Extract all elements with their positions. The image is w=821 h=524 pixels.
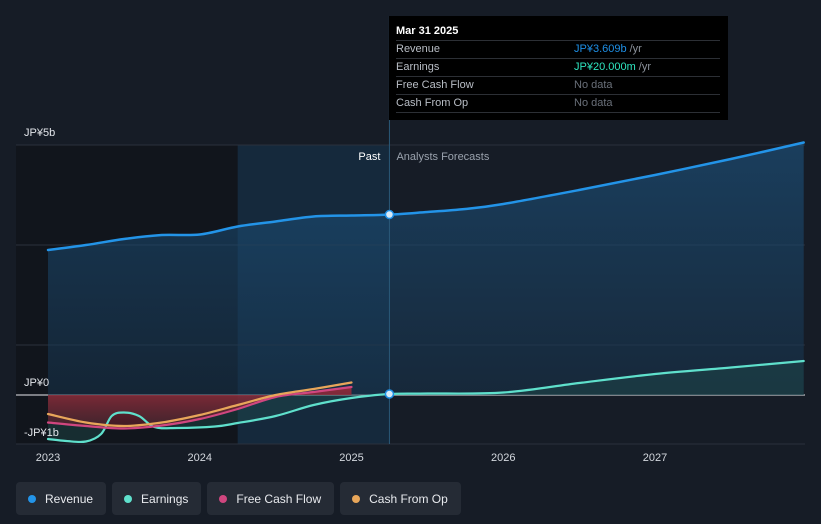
- legend-free-cash-flow[interactable]: Free Cash Flow: [207, 482, 335, 515]
- x-tick-label: 2023: [36, 452, 60, 464]
- tooltip-label: Earnings: [396, 61, 440, 73]
- x-tick-label: 2027: [643, 452, 667, 464]
- tooltip-value: No data: [574, 79, 613, 91]
- tooltip-row-revenue: Revenue JP¥3.609b /yr: [396, 40, 720, 58]
- tooltip-value: JP¥20.000m: [574, 61, 636, 73]
- forecast-label: Analysts Forecasts: [396, 151, 489, 163]
- legend-dot-icon: [352, 494, 361, 503]
- negative-cash-area: [48, 387, 352, 429]
- earnings-area: [48, 361, 804, 442]
- tooltip-row-cash-from-op: Cash From Op No data: [396, 94, 720, 113]
- x-tick-label: 2026: [491, 452, 515, 464]
- legend-label: Earnings: [141, 491, 189, 506]
- tooltip-unit: /yr: [629, 43, 642, 55]
- tooltip: Mar 31 2025 Revenue JP¥3.609b /yr Earnin…: [389, 16, 728, 120]
- revenue-highlight-point: [384, 209, 395, 220]
- legend-earnings[interactable]: Earnings: [112, 482, 202, 515]
- revenue-line: [46, 141, 805, 252]
- revenue-area: [48, 142, 804, 395]
- tooltip-row-free-cash-flow: Free Cash Flow No data: [396, 76, 720, 94]
- legend-label: Revenue: [45, 491, 94, 506]
- tooltip-row-earnings: Earnings JP¥20.000m /yr: [396, 58, 720, 76]
- tooltip-label: Cash From Op: [396, 97, 469, 109]
- tooltip-label: Free Cash Flow: [396, 79, 474, 91]
- tooltip-label: Revenue: [396, 43, 441, 55]
- x-axis-ticks: 2023 2024 2025 2026 2027: [36, 452, 667, 464]
- tooltip-value: No data: [574, 97, 613, 109]
- x-tick-label: 2025: [339, 452, 363, 464]
- area-fills: [48, 142, 804, 442]
- tooltip-value: JP¥3.609b: [574, 43, 627, 55]
- tooltip-date: Mar 31 2025: [396, 25, 459, 37]
- highlight-markers: [384, 209, 395, 399]
- legend-label: Free Cash Flow: [236, 491, 322, 506]
- legend-cash-from-op[interactable]: Cash From Op: [340, 482, 461, 515]
- legend-label: Cash From Op: [369, 491, 448, 506]
- earnings-highlight-point: [384, 389, 395, 399]
- legend-revenue[interactable]: Revenue: [16, 482, 107, 515]
- y-label-top: JP¥5b: [24, 127, 55, 139]
- series-lines: [46, 141, 805, 444]
- x-tick-label: 2024: [188, 452, 212, 464]
- cash-from-op-line: [46, 381, 353, 428]
- y-label-zero: JP¥0: [24, 377, 49, 389]
- y-label-bottom: -JP¥1b: [24, 427, 59, 439]
- tooltip-unit: /yr: [638, 61, 651, 73]
- legend-dot-icon: [219, 494, 228, 503]
- legend-dot-icon: [28, 494, 36, 503]
- legend: Revenue Earnings Free Cash Flow Cash Fro…: [16, 482, 461, 515]
- past-label: Past: [358, 151, 380, 163]
- free-cash-flow-line: [46, 385, 353, 430]
- legend-dot-icon: [124, 494, 133, 503]
